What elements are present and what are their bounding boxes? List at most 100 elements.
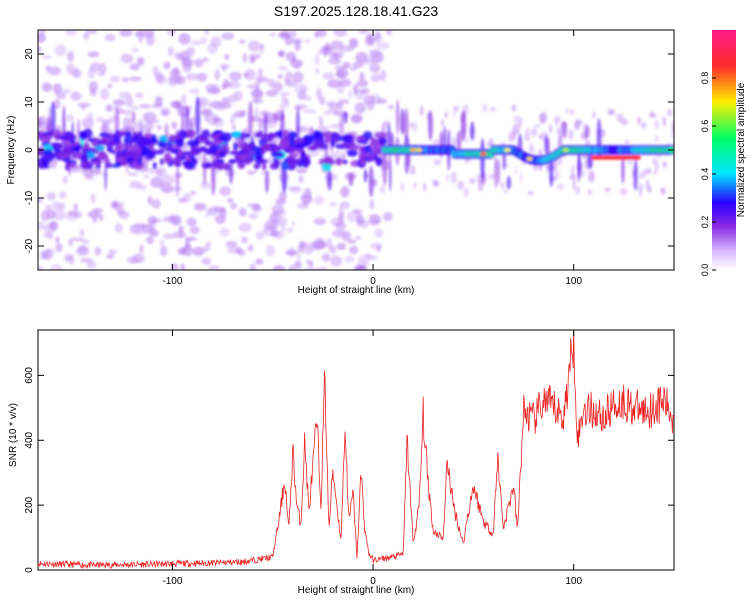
noise-blob (81, 239, 90, 245)
noise-blob (162, 233, 176, 240)
noise-blob (376, 98, 388, 104)
noise-blob (148, 224, 156, 232)
noise-blob (231, 124, 236, 130)
noise-blob (530, 128, 538, 137)
streak-blob (104, 159, 107, 192)
noise-blob (336, 232, 348, 239)
band-blob (116, 141, 125, 151)
noise-blob (281, 94, 286, 105)
noise-blob (119, 30, 133, 37)
noise-blob (347, 239, 357, 244)
noise-blob (199, 181, 212, 190)
noise-blob (556, 126, 563, 136)
noise-blob (607, 108, 612, 116)
noise-blob (61, 88, 72, 94)
noise-blob (527, 190, 534, 196)
band-blob (97, 153, 109, 160)
noise-blob (292, 71, 304, 83)
band-blob (125, 150, 133, 159)
noise-blob (38, 46, 42, 52)
streak-blob (621, 156, 625, 184)
noise-blob (400, 181, 405, 192)
noise-blob (284, 80, 297, 87)
noise-blob (41, 82, 52, 93)
noise-blob (159, 239, 165, 246)
band-blob (64, 133, 77, 142)
noise-blob (111, 202, 125, 207)
streak-blob (327, 169, 333, 191)
band-blob (194, 147, 206, 153)
noise-blob (50, 264, 63, 270)
noise-blob (181, 93, 187, 105)
noise-blob (329, 255, 343, 267)
noise-blob (138, 32, 144, 44)
spectrogram-heatmap (38, 30, 674, 270)
noise-blob (433, 158, 439, 166)
band-blob (280, 160, 289, 171)
noise-blob (488, 173, 496, 180)
band-blob (365, 151, 371, 157)
band-blob (141, 146, 151, 156)
noise-blob (94, 246, 102, 256)
noise-blob (139, 103, 151, 109)
noise-blob (387, 104, 395, 110)
band-blob (233, 142, 239, 151)
band-blob (367, 155, 375, 161)
band-blob (314, 131, 320, 139)
noise-blob (106, 254, 115, 259)
noise-blob (190, 40, 203, 45)
band-blob (215, 162, 226, 171)
band-blob (303, 159, 309, 168)
band-blob (325, 136, 332, 143)
noise-blob (413, 182, 417, 188)
noise-blob (214, 100, 227, 111)
band-blob (206, 150, 215, 156)
noise-blob (166, 30, 177, 37)
streak-blob (348, 172, 354, 187)
noise-blob (358, 254, 371, 263)
band-blob (184, 155, 192, 163)
noise-blob (291, 221, 296, 227)
noise-blob (653, 119, 660, 130)
noise-blob (352, 83, 359, 95)
noise-blob (662, 161, 667, 168)
noise-blob (336, 242, 347, 251)
noise-blob (49, 248, 55, 255)
noise-blob (265, 244, 276, 257)
noise-blob (257, 67, 263, 79)
noise-blob (174, 51, 184, 58)
noise-blob (246, 170, 256, 175)
band-blob (288, 131, 298, 139)
streak-blob (403, 108, 409, 142)
band-blob (125, 143, 135, 150)
band-blob (346, 149, 358, 157)
band-blob (290, 152, 299, 158)
noise-blob (201, 257, 212, 265)
noise-blob (556, 183, 565, 190)
noise-blob (592, 111, 596, 119)
noise-blob (185, 73, 199, 81)
band-blob (106, 133, 116, 141)
noise-blob (409, 165, 416, 175)
noise-blob (162, 174, 176, 185)
noise-blob (565, 107, 569, 115)
band-blob (159, 158, 165, 166)
noise-blob (528, 145, 535, 154)
noise-blob (144, 121, 154, 131)
noise-blob (87, 51, 100, 58)
noise-blob (268, 214, 282, 227)
noise-blob (228, 93, 238, 103)
band-blob (175, 134, 181, 140)
streak-blob (50, 101, 56, 133)
noise-blob (41, 54, 53, 60)
noise-blob (314, 54, 320, 65)
colorbar-ticks: 0.0 0.2 0.4 0.6 0.8 (700, 72, 716, 276)
band-blob (38, 130, 45, 139)
noise-blob (298, 175, 304, 184)
band-blob (177, 141, 183, 147)
noise-blob (46, 192, 56, 201)
noise-blob (167, 46, 175, 57)
noise-blob (168, 185, 183, 192)
noise-blob (340, 45, 354, 52)
streak-blob (382, 150, 388, 186)
